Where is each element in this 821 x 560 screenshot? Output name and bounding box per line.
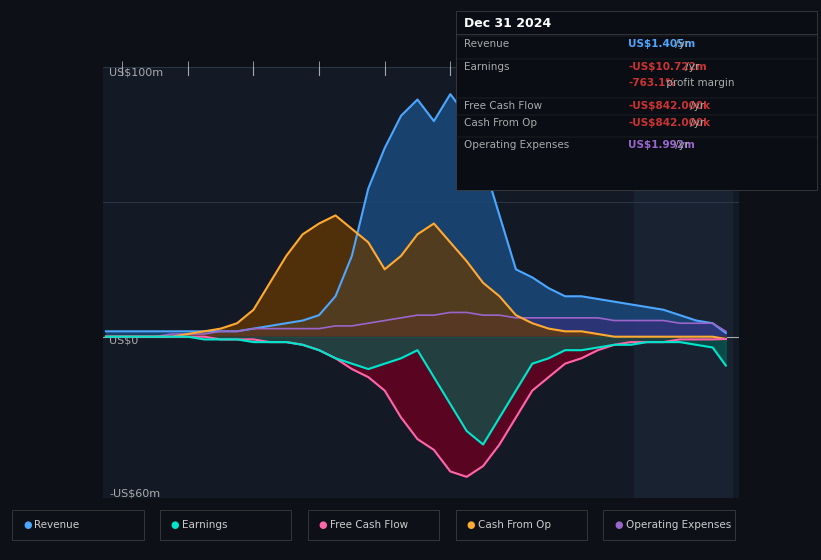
Text: Free Cash Flow: Free Cash Flow: [464, 101, 542, 111]
Text: -US$842.000k: -US$842.000k: [628, 101, 710, 111]
Text: Cash From Op: Cash From Op: [478, 520, 551, 530]
Text: Revenue: Revenue: [34, 520, 80, 530]
Text: Operating Expenses: Operating Expenses: [464, 140, 569, 150]
Text: ●: ●: [319, 520, 327, 530]
Text: /yr: /yr: [672, 140, 690, 150]
Text: ●: ●: [466, 520, 475, 530]
Text: ●: ●: [171, 520, 179, 530]
Text: ●: ●: [614, 520, 622, 530]
Text: -763.1%: -763.1%: [628, 78, 676, 88]
Text: Revenue: Revenue: [464, 39, 509, 49]
Text: /yr: /yr: [687, 101, 704, 111]
Text: Operating Expenses: Operating Expenses: [626, 520, 731, 530]
Text: /yr: /yr: [687, 118, 704, 128]
Bar: [634, 67, 732, 498]
Text: US$0: US$0: [109, 335, 138, 345]
Text: Cash From Op: Cash From Op: [464, 118, 537, 128]
Text: profit margin: profit margin: [663, 78, 734, 88]
Text: ●: ●: [23, 520, 31, 530]
Text: -US$842.000k: -US$842.000k: [628, 118, 710, 128]
Text: US$1.405m: US$1.405m: [628, 39, 695, 49]
Text: Earnings: Earnings: [464, 62, 509, 72]
Text: /yr: /yr: [682, 62, 699, 72]
Text: -US$60m: -US$60m: [109, 488, 160, 498]
Text: US$100m: US$100m: [109, 67, 163, 77]
Text: US$1.992m: US$1.992m: [628, 140, 695, 150]
Text: Earnings: Earnings: [182, 520, 227, 530]
Text: -US$10.722m: -US$10.722m: [628, 62, 707, 72]
Text: /yr: /yr: [672, 39, 690, 49]
Text: Free Cash Flow: Free Cash Flow: [330, 520, 408, 530]
Text: Dec 31 2024: Dec 31 2024: [464, 17, 551, 30]
